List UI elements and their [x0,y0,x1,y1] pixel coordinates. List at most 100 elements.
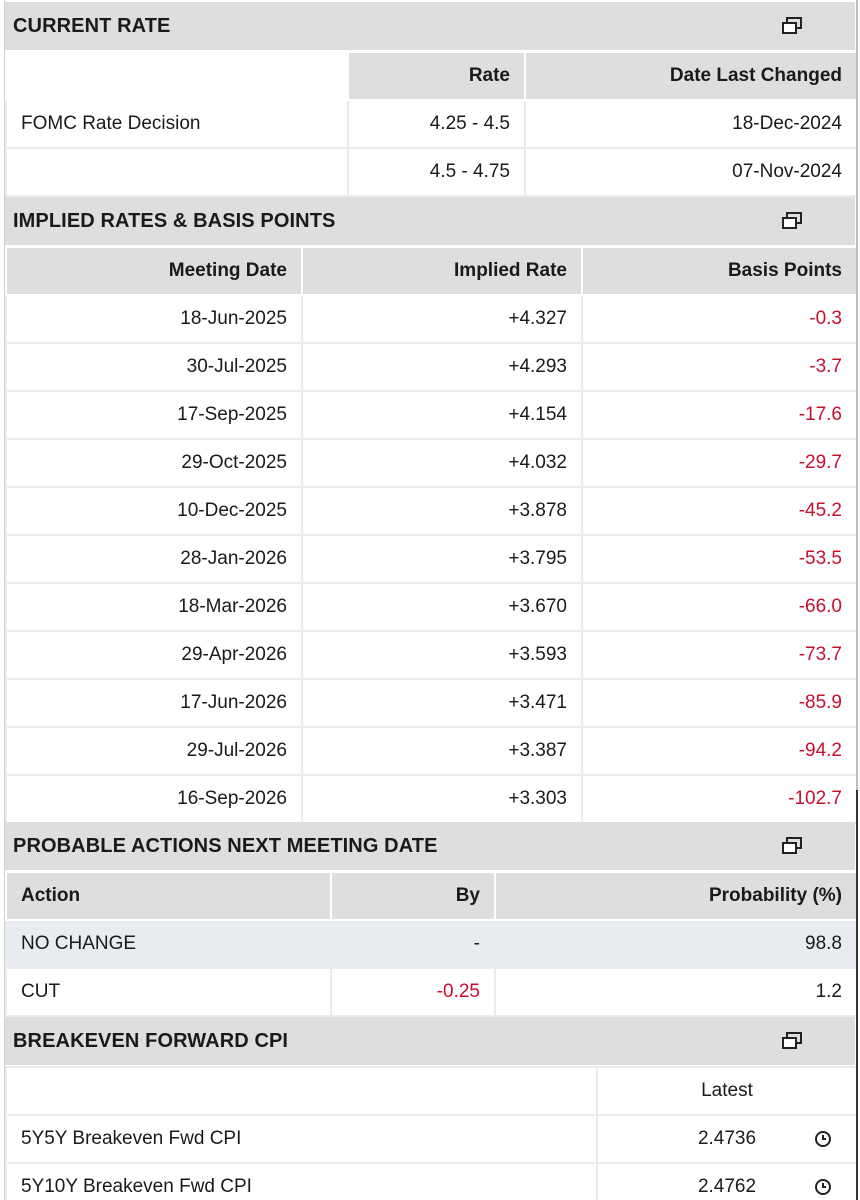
table-row: 5Y5Y Breakeven Fwd CPI 2.4736 [5,1114,858,1164]
breakeven-latest: 2.4762 [697,1176,757,1197]
popout-window-icon[interactable] [781,17,803,35]
breakeven-table: Latest 5Y5Y Breakeven Fwd CPI 2.4736 5Y1… [5,1066,858,1200]
left-border [4,0,5,1200]
table-row: 10-Dec-2025 +3.878 -45.2 [5,486,858,536]
implied-rate: +3.387 [301,726,583,776]
column-header-blank [5,51,349,101]
column-header-implied-rate: Implied Rate [301,246,583,296]
basis-points: -17.6 [581,390,858,440]
table-row: 4.5 - 4.75 07-Nov-2024 [5,147,858,197]
column-header-meeting-date: Meeting Date [5,246,303,296]
popout-window-icon[interactable] [781,212,803,230]
breakeven-latest-cell: 2.4736 [596,1114,858,1164]
meeting-date: 16-Sep-2026 [5,774,303,824]
meeting-date: 18-Jun-2025 [5,294,303,344]
popout-window-icon[interactable] [781,1032,803,1050]
table-row: 16-Sep-2026 +3.303 -102.7 [5,774,858,824]
implied-rate: +4.032 [301,438,583,488]
table-row: 18-Mar-2026 +3.670 -66.0 [5,582,858,632]
basis-points: -94.2 [581,726,858,776]
implied-rate: +3.593 [301,630,583,680]
meeting-date: 29-Oct-2025 [5,438,303,488]
meeting-date: 17-Sep-2025 [5,390,303,440]
column-header-date-last-changed: Date Last Changed [524,51,858,101]
probable-actions-title: PROBABLE ACTIONS NEXT MEETING DATE [13,834,438,857]
column-header-basis-points: Basis Points [581,246,858,296]
action-label: CUT [5,967,332,1017]
rate-date: 07-Nov-2024 [524,147,858,197]
table-row: 28-Jan-2026 +3.795 -53.5 [5,534,858,584]
implied-rate: +3.471 [301,678,583,728]
implied-rate: +4.327 [301,294,583,344]
right-border [856,0,858,1200]
probable-actions-table: Action By Probability (%) NO CHANGE - 98… [5,871,858,1017]
breakeven-label: 5Y5Y Breakeven Fwd CPI [5,1114,598,1164]
table-row: CUT -0.25 1.2 [5,967,858,1017]
table-row: 29-Jul-2026 +3.387 -94.2 [5,726,858,776]
meeting-date: 29-Jul-2026 [5,726,303,776]
clock-icon[interactable] [814,1178,832,1200]
table-row: 29-Oct-2025 +4.032 -29.7 [5,438,858,488]
action-label: NO CHANGE [5,919,332,969]
basis-points: -73.7 [581,630,858,680]
implied-rate: +4.154 [301,390,583,440]
implied-rate: +3.795 [301,534,583,584]
rate-date: 18-Dec-2024 [524,99,858,149]
table-row: 17-Jun-2026 +3.471 -85.9 [5,678,858,728]
meeting-date: 18-Mar-2026 [5,582,303,632]
breakeven-latest-cell: 2.4762 [596,1162,858,1200]
table-row: 5Y10Y Breakeven Fwd CPI 2.4762 [5,1162,858,1200]
column-header-blank [5,1066,598,1116]
meeting-date: 10-Dec-2025 [5,486,303,536]
breakeven-label: 5Y10Y Breakeven Fwd CPI [5,1162,598,1200]
implied-rates-table: Meeting Date Implied Rate Basis Points 1… [5,246,858,824]
table-row: 17-Sep-2025 +4.154 -17.6 [5,390,858,440]
action-probability: 1.2 [494,967,858,1017]
breakeven-title: BREAKEVEN FORWARD CPI [13,1029,289,1052]
rate-value: 4.5 - 4.75 [347,147,526,197]
action-by: - [330,919,496,969]
basis-points: -29.7 [581,438,858,488]
meeting-date: 29-Apr-2026 [5,630,303,680]
clock-icon[interactable] [814,1130,832,1154]
basis-points: -45.2 [581,486,858,536]
meeting-date: 17-Jun-2026 [5,678,303,728]
implied-rate: +4.293 [301,342,583,392]
basis-points: -85.9 [581,678,858,728]
rate-label [5,147,349,197]
table-row: 18-Jun-2025 +4.327 -0.3 [5,294,858,344]
rate-label: FOMC Rate Decision [5,99,349,149]
rate-value: 4.25 - 4.5 [347,99,526,149]
current-rate-title: CURRENT RATE [13,14,171,37]
breakeven-header: BREAKEVEN FORWARD CPI [5,1017,855,1065]
table-row: NO CHANGE - 98.8 [5,919,858,969]
meeting-date: 28-Jan-2026 [5,534,303,584]
table-row: FOMC Rate Decision 4.25 - 4.5 18-Dec-202… [5,99,858,149]
basis-points: -3.7 [581,342,858,392]
action-probability: 98.8 [494,919,858,969]
table-row: 30-Jul-2025 +4.293 -3.7 [5,342,858,392]
current-rate-table: Rate Date Last Changed FOMC Rate Decisio… [5,51,858,197]
column-header-probability: Probability (%) [494,871,858,921]
implied-rates-title: IMPLIED RATES & BASIS POINTS [13,209,336,232]
current-rate-header: CURRENT RATE [5,2,855,50]
column-header-by: By [330,871,496,921]
popout-window-icon[interactable] [781,837,803,855]
implied-rate: +3.303 [301,774,583,824]
action-by: -0.25 [330,967,496,1017]
table-row: 29-Apr-2026 +3.593 -73.7 [5,630,858,680]
probable-actions-header: PROBABLE ACTIONS NEXT MEETING DATE [5,822,855,870]
scrollbar-edge [856,790,858,1200]
basis-points: -0.3 [581,294,858,344]
meeting-date: 30-Jul-2025 [5,342,303,392]
breakeven-latest: 2.4736 [697,1128,757,1149]
implied-rate: +3.670 [301,582,583,632]
implied-rates-header: IMPLIED RATES & BASIS POINTS [5,197,855,245]
column-header-rate: Rate [347,51,526,101]
column-header-action: Action [5,871,332,921]
implied-rate: +3.878 [301,486,583,536]
basis-points: -66.0 [581,582,858,632]
basis-points: -53.5 [581,534,858,584]
column-header-latest: Latest [596,1066,858,1116]
